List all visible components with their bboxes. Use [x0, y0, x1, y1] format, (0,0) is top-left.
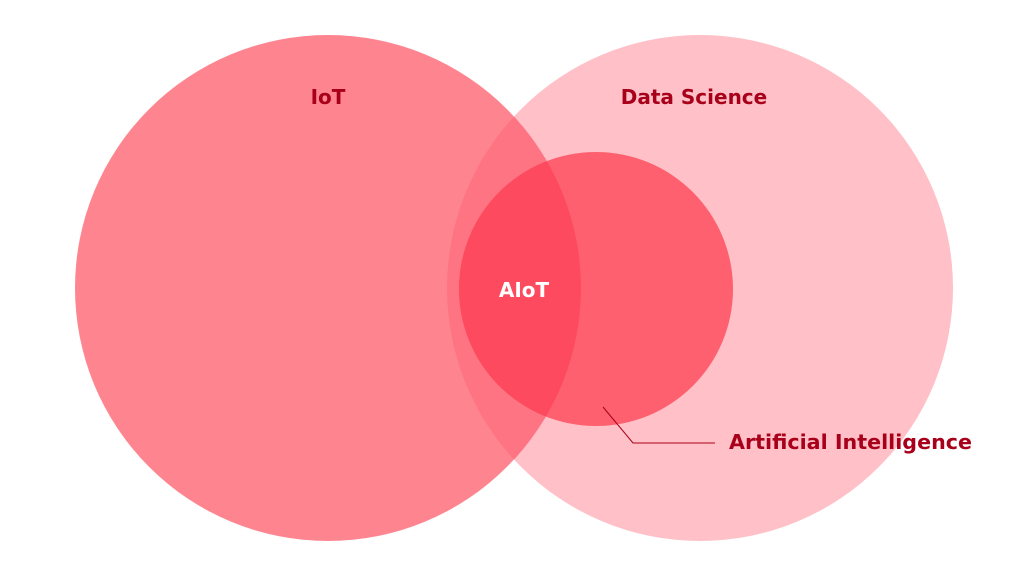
iot-circle [75, 35, 581, 541]
ai-leader-line [602, 406, 715, 444]
data-science-label: Data Science [621, 85, 767, 109]
aiot-label: AIoT [499, 278, 550, 302]
artificial-intelligence-label: Artificial Intelligence [729, 430, 972, 454]
aiot-region [459, 152, 581, 426]
iot-label: IoT [311, 85, 346, 109]
